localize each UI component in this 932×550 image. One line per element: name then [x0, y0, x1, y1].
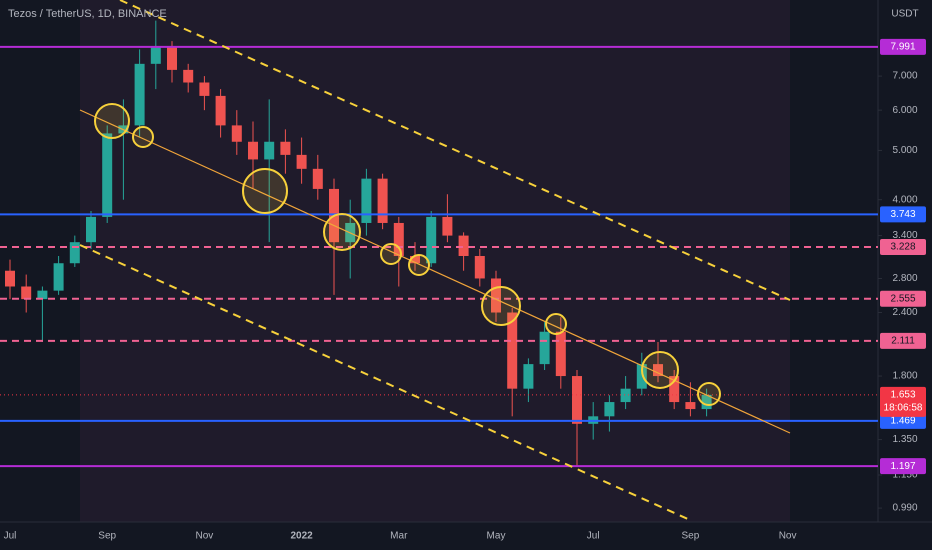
trend-line — [79, 109, 791, 434]
candle-body — [134, 63, 145, 126]
candle-body — [393, 222, 404, 256]
highlight-circle — [697, 382, 721, 406]
candle-body — [199, 82, 210, 96]
candle-body — [701, 394, 712, 410]
price-labels: 7.000 6.000 5.000 4.000 3.400 2.800 2.400 1.800… — [4, 38, 926, 542]
candle-body — [150, 46, 161, 64]
candle-body — [86, 216, 96, 243]
level-label: 2.111 — [891, 335, 915, 346]
candle-body — [620, 388, 631, 403]
candle-body — [248, 141, 258, 160]
candle-body — [442, 216, 453, 236]
level-label-bg — [880, 290, 926, 307]
x-tick-label: Jul — [4, 531, 17, 542]
highlight-circle — [481, 286, 521, 326]
x-tick-label: Nov — [196, 531, 214, 542]
level-label: 3.228 — [890, 242, 915, 253]
level-label-bg — [880, 332, 926, 349]
y-tick-label: 6.000 — [892, 105, 917, 116]
candle-body — [37, 290, 48, 300]
candle-body — [215, 95, 226, 126]
level-label: 1.469 — [890, 416, 915, 427]
y-tick-label: 1.150 — [892, 470, 917, 481]
candle-body — [426, 216, 437, 264]
level-label-bg — [880, 38, 926, 55]
level-label-bg — [880, 412, 926, 429]
trend-line — [119, 0, 791, 301]
candle-body — [5, 270, 15, 287]
candle-body — [69, 242, 80, 264]
candle-body — [264, 141, 275, 160]
candle-body — [21, 286, 32, 300]
candle-body — [167, 46, 177, 70]
highlight-circle — [242, 168, 288, 214]
highlight-circle — [641, 351, 679, 389]
y-tick-label: 3.400 — [892, 230, 917, 241]
highlight-circle — [408, 254, 430, 276]
candle-body — [183, 69, 194, 83]
highlight-circle — [545, 313, 567, 335]
chart-title: Tezos / TetherUS, 1D, BINANCE — [8, 8, 167, 20]
candle-body — [555, 331, 566, 377]
y-tick-label: 2.400 — [892, 307, 917, 318]
countdown-label: 18:06:58 — [884, 403, 923, 414]
candle-body — [491, 278, 501, 313]
highlight-circle — [323, 213, 361, 251]
candle-body — [572, 376, 582, 424]
candle-body — [296, 154, 307, 169]
level-label: 2.555 — [890, 293, 915, 304]
candle-body — [604, 402, 615, 417]
x-tick-label: Jul — [587, 531, 600, 542]
y-tick-label: 1.350 — [892, 434, 917, 445]
candle-body — [102, 133, 113, 217]
candle-body — [507, 312, 518, 389]
candle-body — [539, 331, 550, 365]
candle-body — [53, 263, 64, 291]
level-label: 3.743 — [890, 209, 915, 220]
candle-body — [280, 141, 291, 155]
y-tick-label: 1.800 — [892, 371, 917, 382]
candle-body — [523, 364, 534, 389]
level-label: 1.197 — [890, 461, 915, 472]
x-tick-label: Nov — [779, 531, 797, 542]
level-label-bg — [880, 206, 926, 223]
candle-body — [653, 364, 663, 377]
y-axis-unit: USDT — [891, 9, 918, 20]
candle-body — [474, 255, 485, 279]
x-tick-label: Sep — [98, 531, 116, 542]
x-tick-label: Mar — [390, 531, 408, 542]
candle-body — [685, 402, 696, 410]
highlight-circle — [94, 103, 130, 139]
candle-body — [231, 125, 242, 142]
candle-body — [410, 255, 420, 264]
x-tick-label: May — [487, 531, 506, 542]
x-tick-label: Sep — [682, 531, 700, 542]
y-tick-label: 4.000 — [892, 194, 917, 205]
candle-body — [361, 178, 372, 223]
candle-body — [636, 364, 647, 389]
last-price-label: 1.653 — [890, 390, 915, 401]
last-price-bg — [880, 386, 926, 417]
y-tick-label: 0.990 — [892, 503, 917, 514]
highlight-circle — [380, 243, 402, 265]
candle-body — [312, 168, 323, 189]
y-tick-label: 7.000 — [892, 71, 917, 82]
y-tick-label: 2.800 — [892, 273, 917, 284]
x-tick-label: 2022 — [290, 531, 313, 542]
level-label-bg — [880, 458, 926, 475]
highlight-circle — [132, 126, 154, 148]
candle-body — [669, 376, 680, 403]
drawings — [79, 0, 791, 521]
candle-body — [377, 178, 388, 223]
level-label-bg — [880, 239, 926, 256]
candle-body — [458, 235, 469, 256]
level-label: 7.991 — [890, 42, 915, 53]
y-tick-label: 5.000 — [892, 145, 917, 156]
